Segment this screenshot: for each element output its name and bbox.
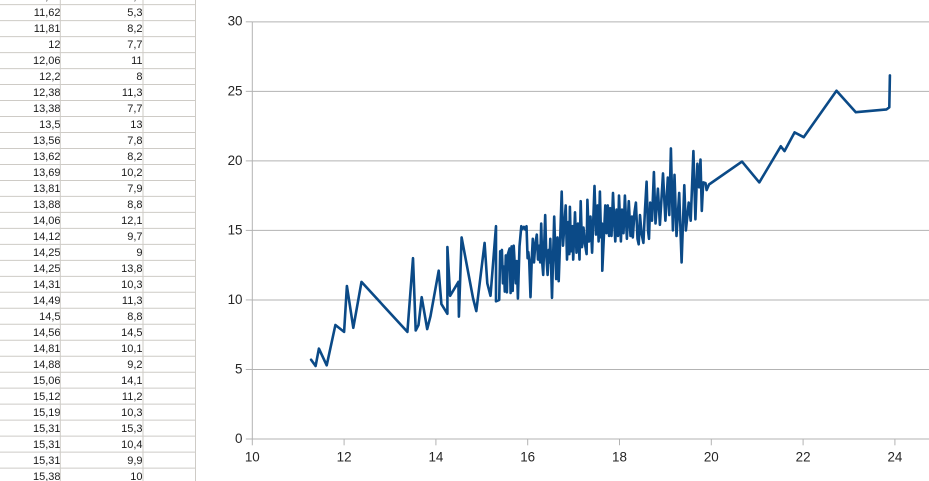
svg-text:16: 16 <box>520 449 535 464</box>
svg-text:22: 22 <box>796 449 811 464</box>
svg-text:18: 18 <box>612 449 627 464</box>
svg-text:12: 12 <box>337 449 352 464</box>
svg-text:10: 10 <box>245 449 260 464</box>
svg-text:30: 30 <box>228 14 243 29</box>
svg-text:15: 15 <box>228 222 243 237</box>
svg-text:20: 20 <box>704 449 719 464</box>
svg-text:24: 24 <box>887 449 902 464</box>
svg-text:5: 5 <box>235 361 242 376</box>
svg-text:14: 14 <box>428 449 443 464</box>
svg-text:20: 20 <box>228 153 243 168</box>
svg-text:10: 10 <box>228 292 243 307</box>
svg-text:0: 0 <box>235 431 242 446</box>
svg-text:25: 25 <box>228 83 243 98</box>
